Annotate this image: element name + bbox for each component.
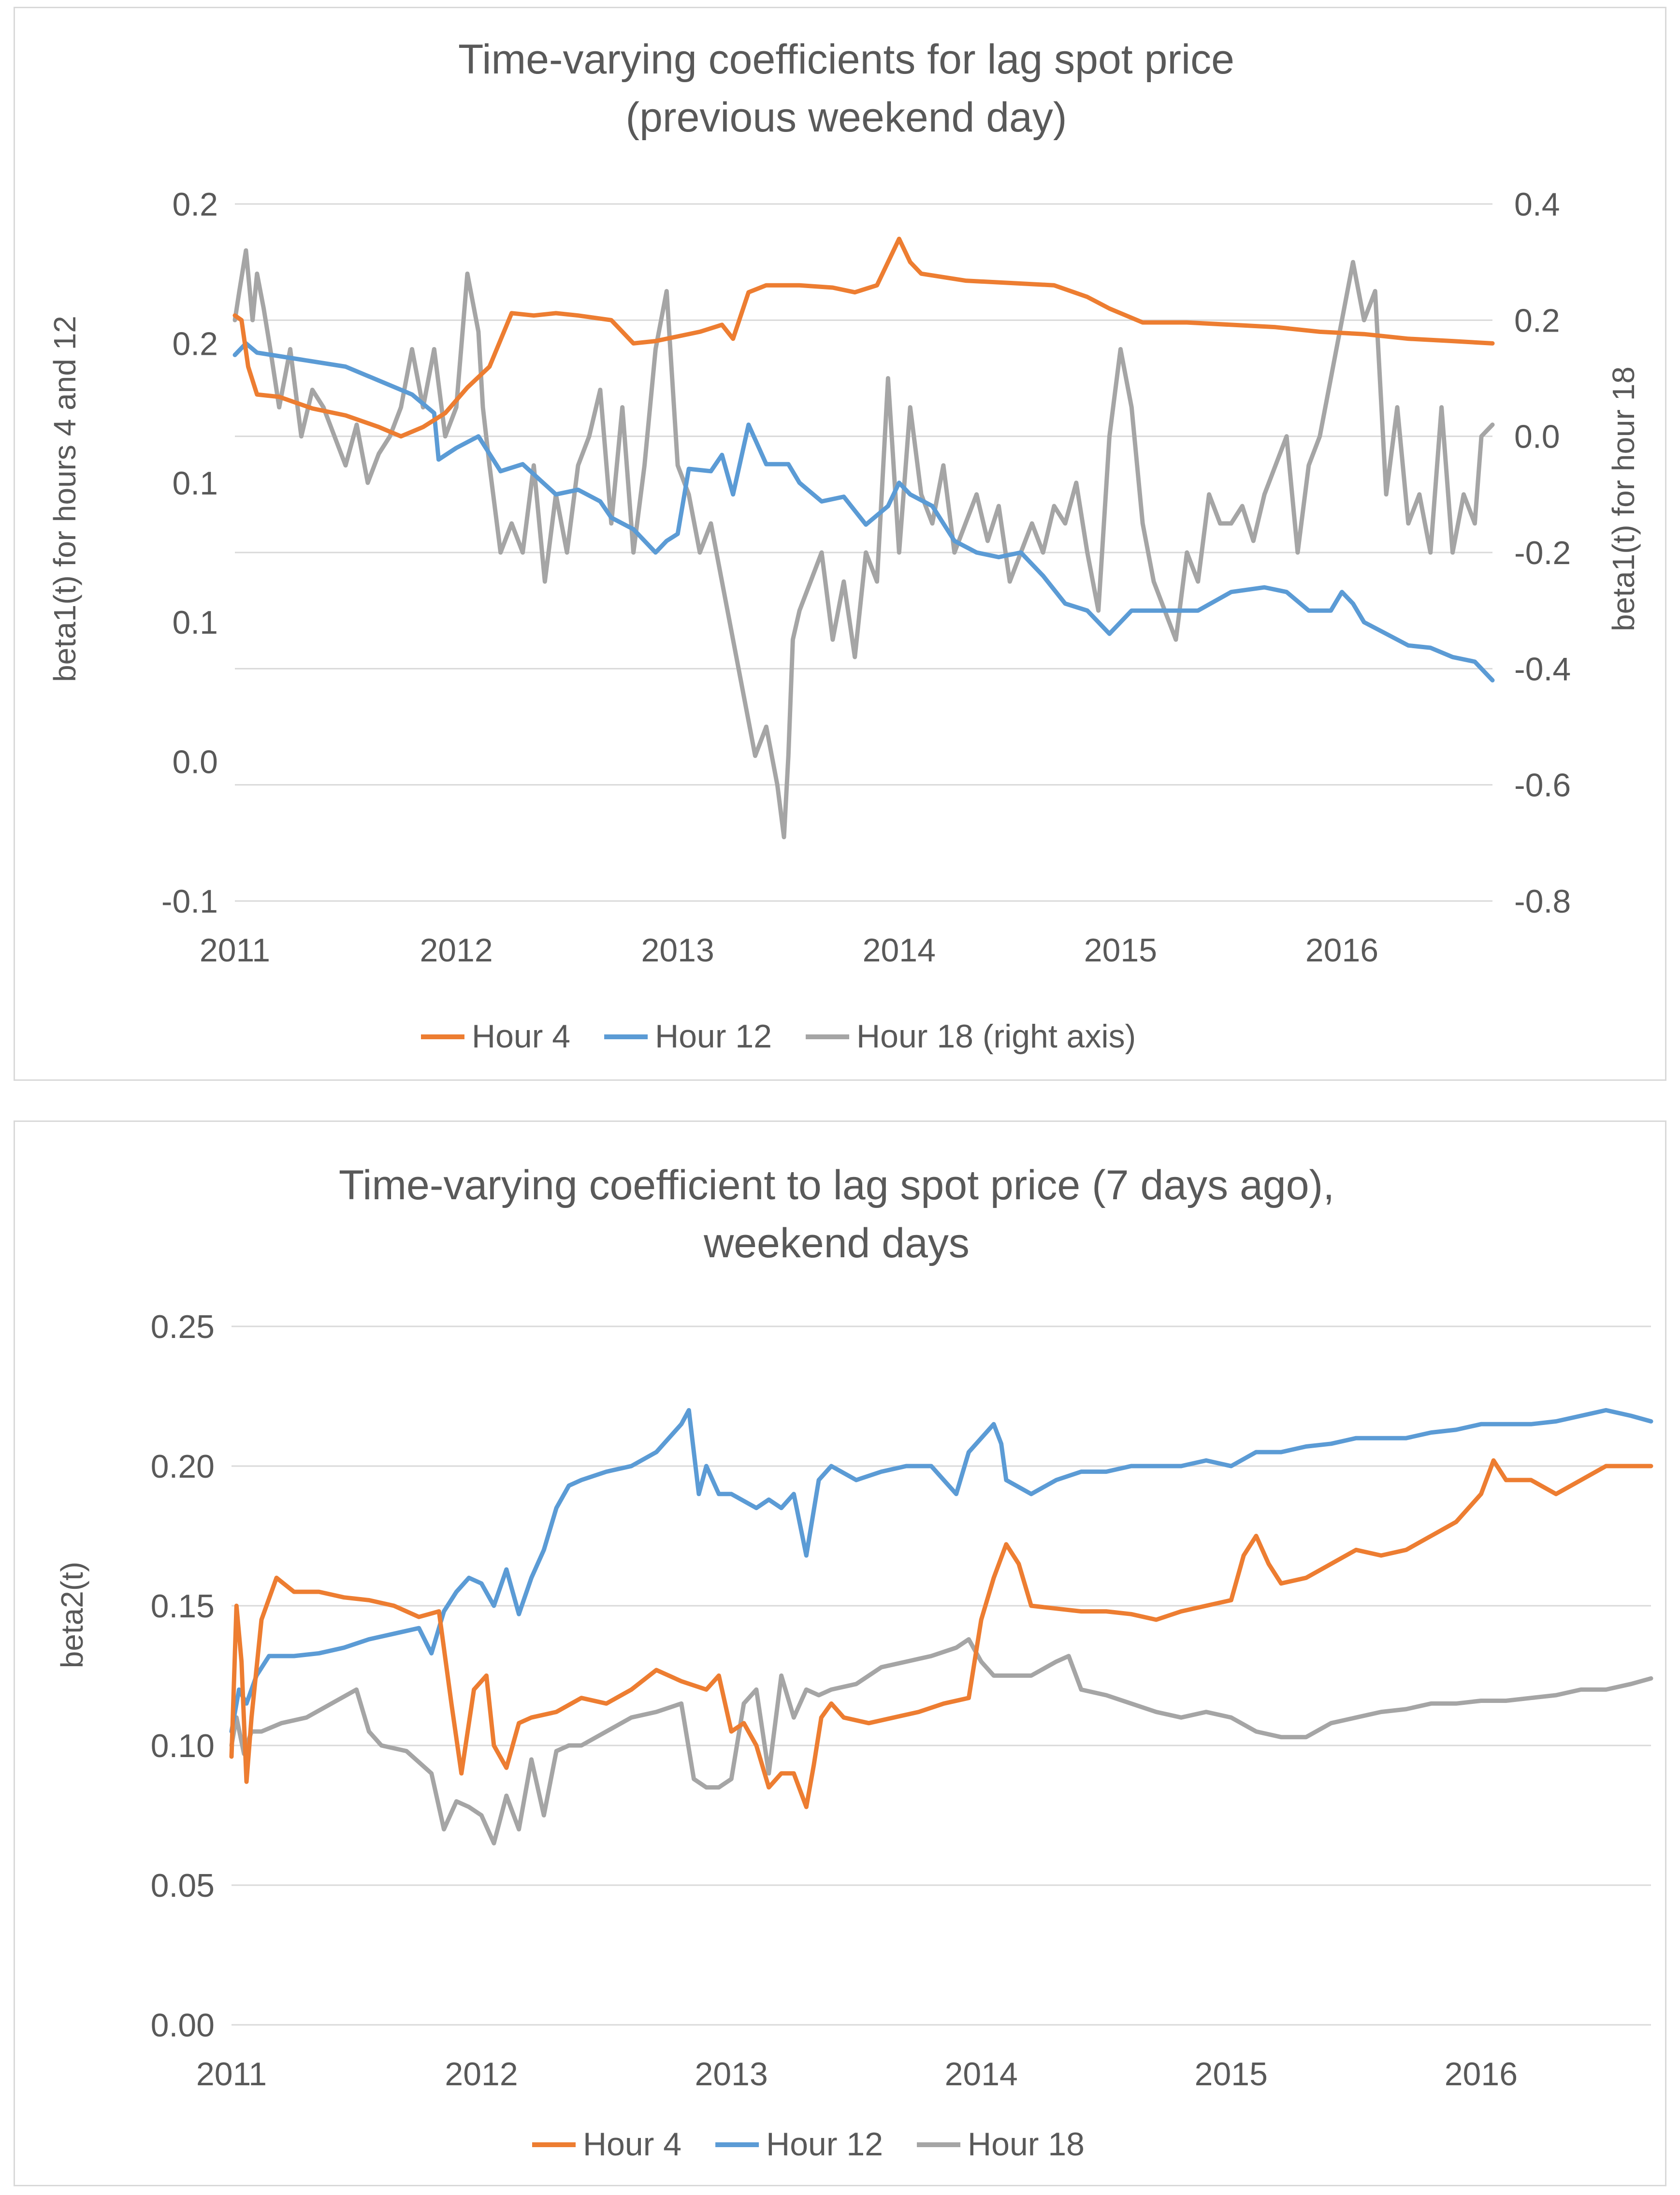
series-line-hour-4: [232, 236, 1495, 439]
y-tick-label: 0.20: [151, 1448, 215, 1485]
series-line-hour-4: [229, 1458, 1653, 1809]
legend-label: Hour 18 (right axis): [856, 1018, 1136, 1055]
chart-panel-2: Time-varying coefficient to lag spot pri…: [14, 1120, 1666, 2186]
x-tick-label: 2013: [695, 2056, 768, 2093]
legend-label: Hour 4: [583, 2126, 681, 2163]
chart-2-title-line-2: weekend days: [703, 1220, 970, 1266]
chart-1-legend: Hour 4 Hour 12 Hour 18 (right axis): [421, 1018, 1136, 1055]
x-tick-label: 2012: [420, 932, 492, 969]
y2-tick-label: 0.2: [1514, 302, 1560, 339]
legend-label: Hour 12: [655, 1018, 772, 1055]
chart-2-title-line-1: Time-varying coefficient to lag spot pri…: [339, 1162, 1334, 1208]
y-tick-label: 0.2: [172, 325, 218, 362]
x-tick-label: 2014: [863, 932, 936, 969]
x-tick-label: 2015: [1195, 2056, 1268, 2093]
series-line-hour-18-right-axis: [232, 248, 1495, 840]
y-tick-label: 0.00: [151, 2007, 215, 2044]
chart-1-title-line-1: Time-varying coefficients for lag spot p…: [458, 36, 1234, 83]
series-line-hour-12: [229, 1408, 1653, 1734]
legend-label: Hour 18: [968, 2126, 1085, 2163]
chart-2-svg: Time-varying coefficient to lag spot pri…: [55, 1162, 1653, 2163]
y-tick-label: 0.25: [151, 1308, 215, 1345]
chart-1-y-axis-label: beta1(t) for hours 4 and 12: [47, 316, 82, 682]
y-tick-label: 0.1: [172, 465, 218, 502]
chart-2-y-axis-label: beta2(t): [55, 1562, 89, 1669]
y-tick-label: 0.1: [172, 604, 218, 641]
y2-tick-label: 0.4: [1514, 186, 1560, 223]
y-tick-label: 0.05: [151, 1867, 215, 1904]
y2-tick-label: -0.2: [1514, 535, 1571, 571]
x-tick-label: 2011: [200, 932, 270, 969]
chart-1-svg: Time-varying coefficients for lag spot p…: [47, 36, 1641, 1055]
x-tick-label: 2016: [1305, 932, 1378, 969]
y2-tick-label: 0.0: [1514, 419, 1560, 455]
chart-1-title-line-2: (previous weekend day): [625, 94, 1067, 141]
chart-2-legend: Hour 4 Hour 12 Hour 18: [532, 2126, 1085, 2163]
y2-tick-label: -0.8: [1514, 883, 1571, 920]
chart-1-y2-axis-label: beta1(t) for hour 18: [1606, 366, 1641, 631]
x-tick-label: 2016: [1445, 2056, 1518, 2093]
legend-label: Hour 4: [472, 1018, 570, 1055]
x-tick-label: 2015: [1084, 932, 1157, 969]
y-tick-label: 0.2: [172, 186, 218, 223]
y-tick-label: -0.1: [161, 883, 218, 920]
chart-panel-1: Time-varying coefficients for lag spot p…: [14, 7, 1666, 1081]
series-line-hour-12: [232, 341, 1495, 683]
x-tick-label: 2012: [445, 2056, 518, 2093]
y-tick-label: 0.10: [151, 1728, 215, 1764]
y2-tick-label: -0.6: [1514, 767, 1571, 804]
legend-label: Hour 12: [766, 2126, 883, 2163]
y2-tick-label: -0.4: [1514, 651, 1571, 687]
x-tick-label: 2011: [196, 2056, 267, 2093]
x-tick-label: 2014: [945, 2056, 1018, 2093]
y-tick-label: 0.0: [172, 744, 218, 781]
x-tick-label: 2013: [641, 932, 714, 969]
y-tick-label: 0.15: [151, 1588, 215, 1625]
series-line-hour-18: [229, 1637, 1653, 1846]
